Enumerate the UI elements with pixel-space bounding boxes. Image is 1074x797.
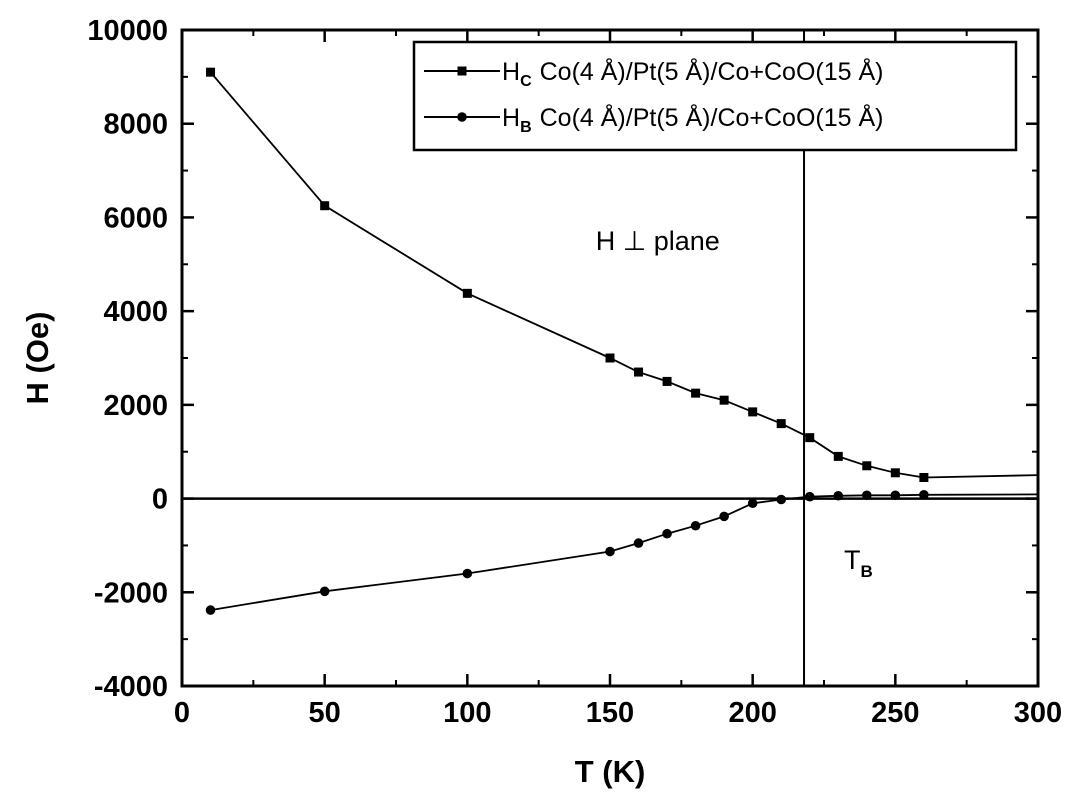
y-tick-label: 8000	[103, 109, 168, 141]
data-point-circle	[747, 498, 758, 509]
legend-subscript: B	[520, 119, 532, 136]
x-tick-label: 250	[871, 697, 919, 729]
data-point-circle	[319, 586, 330, 597]
data-point-square	[206, 67, 216, 77]
legend-label-hb: HB Co(4 Å)/Pt(5 Å)/Co+CoO(15 Å)	[502, 102, 884, 136]
legend-subscript: C	[520, 73, 532, 90]
x-tick-label: 50	[309, 697, 341, 729]
data-point-circle	[719, 511, 729, 522]
data-point-circle	[833, 490, 844, 501]
y-axis-label: H (Oe)	[20, 312, 55, 405]
data-point-square	[320, 201, 330, 211]
y-tick-label: 4000	[103, 296, 168, 328]
tick-labels: 0 50 100 150 200 250 300 -4000 -2000 0 2000 4000 600…	[87, 15, 1062, 729]
data-point-circle	[633, 538, 644, 548]
x-tick-label: 300	[1014, 697, 1062, 729]
data-point-square	[662, 376, 672, 386]
x-axis-label: T (K)	[575, 754, 646, 789]
data-point-circle	[205, 605, 216, 615]
series-markers	[205, 67, 929, 615]
data-point-circle	[662, 528, 672, 539]
data-point-circle	[605, 546, 615, 557]
legend-symbol: H	[502, 58, 520, 86]
legend-label-hc: HC Co(4 Å)/Pt(5 Å)/Co+CoO(15 Å)	[502, 56, 884, 90]
legend-symbol: H	[502, 104, 520, 132]
axis-ticks	[180, 28, 1040, 688]
y-tick-label: -2000	[94, 577, 168, 609]
series-line-0	[209, 71, 1039, 479]
annotation-blocking-temperature: TB	[844, 545, 873, 581]
data-point-circle	[919, 490, 929, 500]
legend-box	[412, 40, 1018, 152]
y-tick-label: 2000	[103, 390, 168, 422]
data-point-square	[748, 407, 758, 417]
y-tick-label: 0	[152, 484, 168, 516]
legend-marker-circle	[457, 112, 467, 122]
series-line-1	[210, 493, 1039, 611]
y-tick-label: -4000	[94, 671, 168, 703]
data-point-square	[776, 419, 786, 429]
data-point-square	[805, 433, 815, 443]
data-point-circle	[890, 490, 901, 501]
legend-entry-hc: HC Co(4 Å)/Pt(5 Å)/Co+CoO(15 Å)	[424, 56, 884, 90]
data-point-circle	[462, 568, 473, 579]
x-tick-label: 200	[728, 697, 776, 729]
y-tick-label: 6000	[103, 202, 168, 234]
series-lines	[209, 71, 1039, 611]
data-point-square	[719, 395, 729, 405]
y-tick-label: 10000	[87, 15, 168, 47]
data-point-square	[634, 367, 644, 377]
legend-marker-square	[457, 66, 467, 76]
data-point-square	[919, 472, 929, 482]
data-point-circle	[804, 491, 815, 502]
data-point-square	[605, 353, 615, 363]
data-point-circle	[690, 520, 701, 531]
legend-text: Co(4 Å)/Pt(5 Å)/Co+CoO(15 Å)	[540, 56, 884, 86]
annotation-field-direction: H ⊥ plane	[596, 226, 720, 256]
data-point-square	[462, 288, 472, 298]
legend-text: Co(4 Å)/Pt(5 Å)/Co+CoO(15 Å)	[540, 102, 884, 132]
legend: HC Co(4 Å)/Pt(5 Å)/Co+CoO(15 Å) HB Co(4 Å)…	[412, 40, 1018, 152]
x-tick-label: 0	[174, 697, 190, 729]
legend-entry-hb: HB Co(4 Å)/Pt(5 Å)/Co+CoO(15 Å)	[424, 102, 884, 136]
annotation-subscript: B	[860, 562, 872, 581]
data-point-circle	[862, 490, 872, 501]
data-point-square	[862, 461, 872, 471]
data-point-square	[691, 388, 701, 398]
data-point-square	[890, 468, 900, 478]
data-point-circle	[776, 494, 786, 505]
annotation-symbol: T	[844, 545, 861, 575]
x-tick-label: 150	[586, 697, 634, 729]
x-tick-label: 100	[443, 697, 491, 729]
data-point-square	[833, 451, 843, 461]
